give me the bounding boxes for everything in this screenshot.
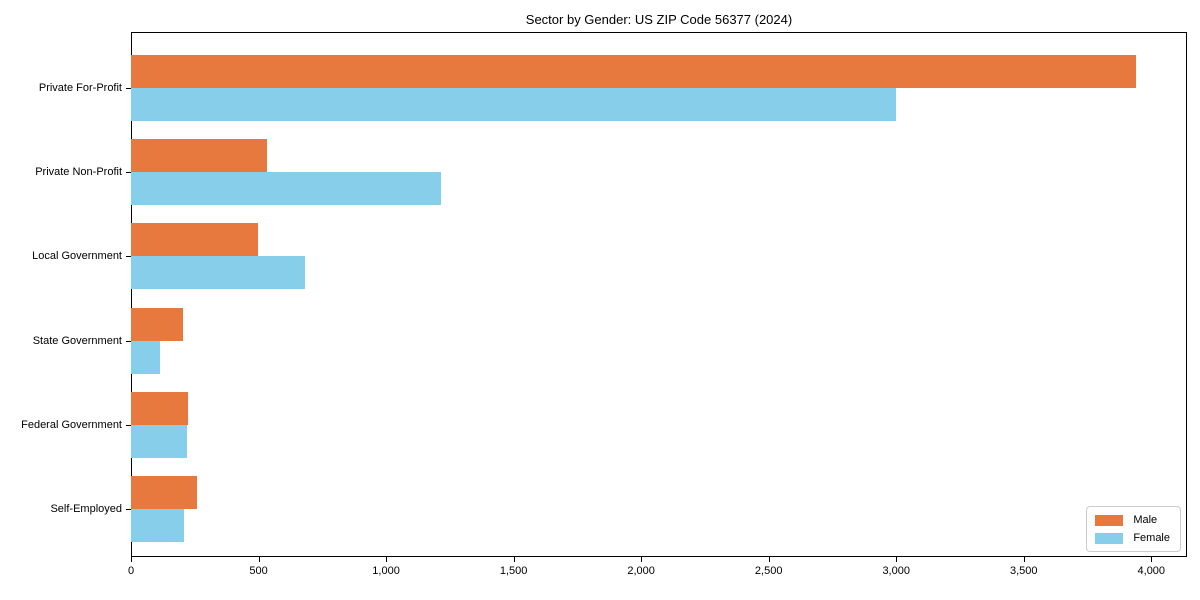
xtick-mark-1500 <box>514 557 515 562</box>
xtick-mark-2500 <box>769 557 770 562</box>
xtick-label-0: 0 <box>127 565 135 577</box>
xtick-mark-2000 <box>641 557 642 562</box>
bar-male-federal-government <box>131 392 188 425</box>
bar-female-federal-government <box>131 425 187 458</box>
ytick-mark-federal-government <box>126 425 131 426</box>
bar-female-state-government <box>131 341 160 374</box>
xtick-label-500: 500 <box>249 565 268 577</box>
xtick-mark-3000 <box>896 557 897 562</box>
bar-male-private-for-profit <box>131 55 1136 88</box>
bar-female-self-employed <box>131 509 184 542</box>
chart-title: Sector by Gender: US ZIP Code 56377 (202… <box>525 12 793 27</box>
ytick-mark-private-non-profit <box>126 172 131 173</box>
bar-male-self-employed <box>131 476 197 509</box>
ytick-label-state-government: State Government <box>32 334 122 347</box>
bar-female-private-for-profit <box>131 88 896 121</box>
legend-swatch-male <box>1095 514 1124 526</box>
ytick-label-federal-government: Federal Government <box>21 418 122 431</box>
ytick-mark-self-employed <box>126 509 131 510</box>
ytick-label-private-for-profit: Private For-Profit <box>38 82 122 94</box>
legend-row-male: Male <box>1095 514 1170 526</box>
xtick-mark-1000 <box>386 557 387 562</box>
bar-male-local-government <box>131 223 258 256</box>
xtick-label-1000: 1,000 <box>372 565 400 577</box>
xtick-label-2500: 2,500 <box>754 565 783 577</box>
xtick-label-3000: 3,000 <box>882 565 910 577</box>
legend-label-male: Male <box>1133 514 1158 526</box>
ytick-label-private-non-profit: Private Non-Profit <box>35 166 122 179</box>
bar-male-state-government <box>131 308 183 341</box>
xtick-label-4000: 4,000 <box>1137 565 1166 577</box>
bar-male-private-non-profit <box>131 139 267 172</box>
ytick-mark-local-government <box>126 256 131 257</box>
xtick-mark-3500 <box>1024 557 1025 562</box>
xtick-label-2000: 2,000 <box>627 565 655 577</box>
ytick-label-self-employed: Self-Employed <box>50 503 122 515</box>
legend-row-female: Female <box>1095 532 1170 544</box>
bar-female-local-government <box>131 256 305 289</box>
xtick-label-1500: 1,500 <box>499 565 528 577</box>
legend-label-female: Female <box>1133 532 1170 544</box>
ytick-mark-state-government <box>126 341 131 342</box>
xtick-label-3500: 3,500 <box>1009 565 1038 577</box>
legend: Male Female <box>1086 506 1181 552</box>
ytick-mark-private-for-profit <box>126 88 131 89</box>
bar-female-private-non-profit <box>131 172 441 205</box>
xtick-mark-0 <box>131 557 132 562</box>
legend-swatch-female <box>1095 532 1124 544</box>
ytick-label-local-government: Local Government <box>32 250 122 263</box>
xtick-mark-500 <box>259 557 260 562</box>
xtick-mark-4000 <box>1151 557 1152 562</box>
